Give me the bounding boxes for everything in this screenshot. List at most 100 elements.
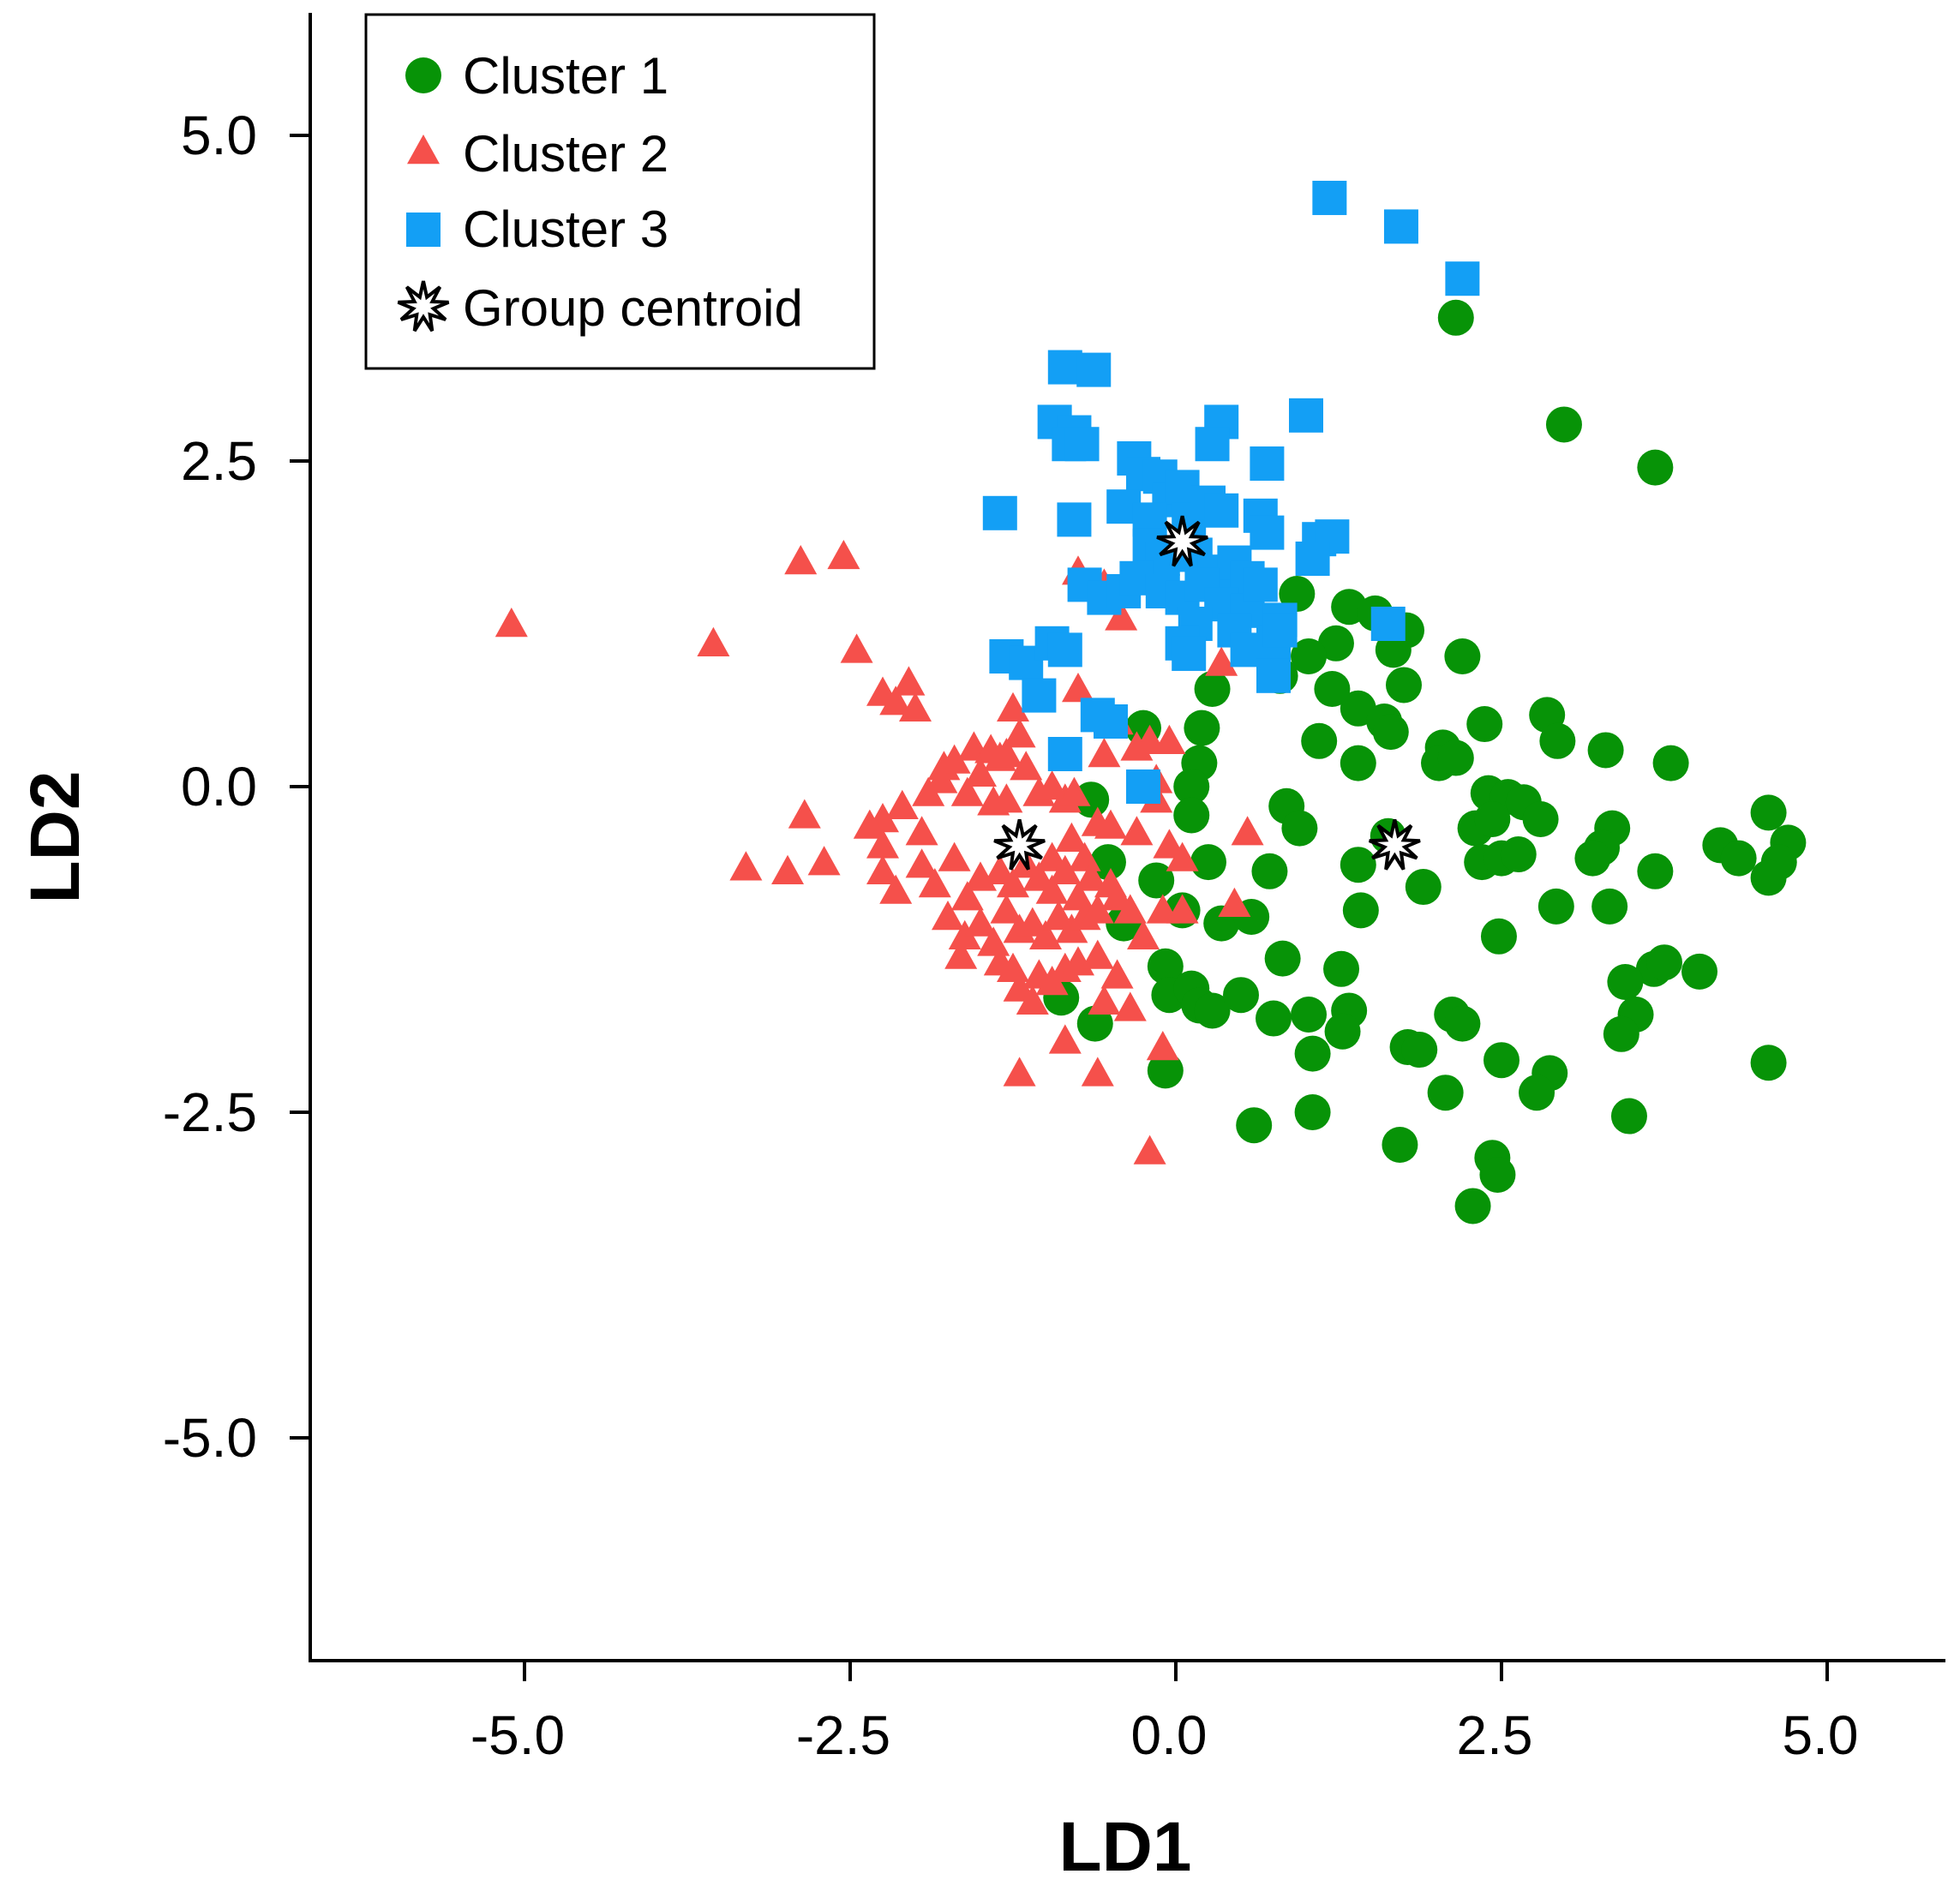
cluster-1-point: [1281, 810, 1318, 847]
data-series: [494, 180, 1807, 1224]
series-cluster-1: [1043, 299, 1807, 1224]
legend: Cluster 1 Cluster 2 Cluster 3 Group cent…: [364, 13, 876, 370]
cluster-1-point: [1500, 836, 1537, 873]
legend-label-cluster-2: Cluster 2: [463, 125, 668, 183]
cluster-2-point: [1100, 959, 1134, 989]
cluster-2-point: [1048, 1024, 1082, 1054]
cluster-2-point: [1003, 1057, 1036, 1087]
cluster-1-point: [1184, 710, 1220, 746]
cluster-1-point: [1750, 794, 1787, 831]
cluster-2-point: [1010, 751, 1043, 781]
cluster-1-point: [1317, 625, 1354, 662]
cluster-1-point: [1076, 1005, 1113, 1042]
cluster-1-point: [1291, 997, 1328, 1033]
cluster-1-point: [1610, 1098, 1647, 1135]
cluster-2-point: [905, 816, 938, 846]
cluster-2-point: [892, 666, 926, 696]
x-tick-label: 5.0: [1783, 1704, 1859, 1766]
y-axis-title: LD2: [16, 771, 94, 904]
cluster-1-point: [1138, 862, 1175, 899]
cluster-2-point: [990, 783, 1023, 813]
cluster-1-point: [1194, 992, 1231, 1029]
cluster-3-point: [1256, 658, 1291, 693]
cluster-2-point: [807, 846, 841, 876]
cluster-2-point: [1035, 874, 1069, 904]
cluster-3-point: [1250, 515, 1285, 550]
cluster-2-point: [879, 686, 913, 715]
legend-markers: [397, 57, 450, 332]
legend-label-cluster-1: Cluster 1: [463, 47, 668, 105]
cluster-2-point: [1146, 1031, 1179, 1061]
legend-marker-cluster-2: [407, 135, 440, 165]
cluster-2-point: [990, 738, 1023, 768]
cluster-3-point: [1445, 261, 1480, 296]
cluster-2-point: [1218, 887, 1251, 917]
cluster-2-point: [964, 907, 997, 937]
cluster-1-point: [1073, 781, 1110, 818]
cluster-2-point: [784, 545, 818, 575]
cluster-3-point: [1295, 542, 1330, 576]
cluster-2-point: [1029, 919, 1062, 949]
cluster-1-point: [1190, 844, 1226, 881]
cluster-1-point: [1427, 1075, 1464, 1111]
cluster-1-point: [1519, 1075, 1555, 1111]
y-tick-label: -2.5: [163, 1081, 257, 1143]
cluster-1-point: [1637, 853, 1674, 889]
cluster-2-point: [1081, 939, 1114, 969]
cluster-2-point: [1003, 718, 1036, 748]
cluster-3-point: [1047, 737, 1082, 771]
cluster-1-point: [1401, 1032, 1438, 1069]
cluster-2-point: [1153, 724, 1186, 754]
cluster-3-point: [1250, 446, 1285, 482]
cluster-2-point: [1075, 861, 1108, 891]
cluster-2-point: [840, 633, 873, 663]
cluster-3-point: [982, 495, 1017, 530]
cluster-2-point: [912, 776, 945, 806]
cluster-2-point: [494, 608, 528, 638]
cluster-2-point: [1105, 601, 1138, 631]
cluster-3-point: [1022, 678, 1057, 713]
axis-ticks: -5.0 -2.5 0.0 2.5 5.0 5.0 2.5 0.0 -2.5 -5.0: [163, 105, 1859, 1766]
legend-marker-group-centroid: [397, 280, 450, 332]
series-group-centroid: [993, 515, 1421, 871]
cluster-2-point: [729, 851, 763, 881]
cluster-3-point: [1195, 427, 1230, 462]
cluster-2-point: [1166, 841, 1199, 871]
cluster-2-point: [1094, 809, 1127, 839]
cluster-3-point: [1047, 632, 1082, 668]
cluster-2-point: [866, 854, 899, 884]
cluster-1-point: [1603, 1015, 1639, 1052]
cluster-1-point: [1294, 1035, 1331, 1072]
cluster-1-point: [1437, 299, 1474, 336]
cluster-2-point: [1062, 673, 1094, 703]
cluster-1-point: [1324, 1013, 1361, 1050]
cluster-1-point: [1382, 1127, 1418, 1163]
cluster-3-point: [1204, 493, 1239, 528]
cluster-1-point: [1291, 638, 1328, 674]
cluster-1-point: [1539, 722, 1576, 759]
x-tick-label: -5.0: [471, 1704, 565, 1766]
cluster-1-point: [1372, 714, 1409, 751]
legend-marker-cluster-1: [405, 57, 441, 93]
cluster-2-point: [1016, 985, 1049, 1015]
cluster-1-point: [1194, 671, 1231, 707]
cluster-2-point: [932, 901, 964, 931]
y-tick-label: 0.0: [181, 756, 257, 817]
cluster-2-point: [697, 626, 730, 656]
cluster-2-point: [1058, 776, 1091, 806]
cluster-1-point: [1480, 918, 1517, 955]
cluster-1-point: [1147, 1052, 1184, 1089]
cluster-1-point: [1223, 977, 1259, 1014]
group-centroid-point: [993, 818, 1046, 871]
legend-marker-cluster-3: [406, 213, 441, 247]
cluster-1-point: [1444, 638, 1481, 674]
legend-label-cluster-3: Cluster 3: [463, 201, 668, 258]
cluster-2-point: [1133, 1135, 1166, 1165]
cluster-1-point: [1264, 940, 1301, 977]
cluster-1-point: [1587, 732, 1624, 769]
cluster-2-point: [788, 799, 821, 829]
cluster-2-point: [918, 868, 951, 898]
cluster-2-point: [938, 744, 971, 774]
cluster-3-point: [1076, 352, 1112, 387]
cluster-2-point: [964, 757, 997, 787]
